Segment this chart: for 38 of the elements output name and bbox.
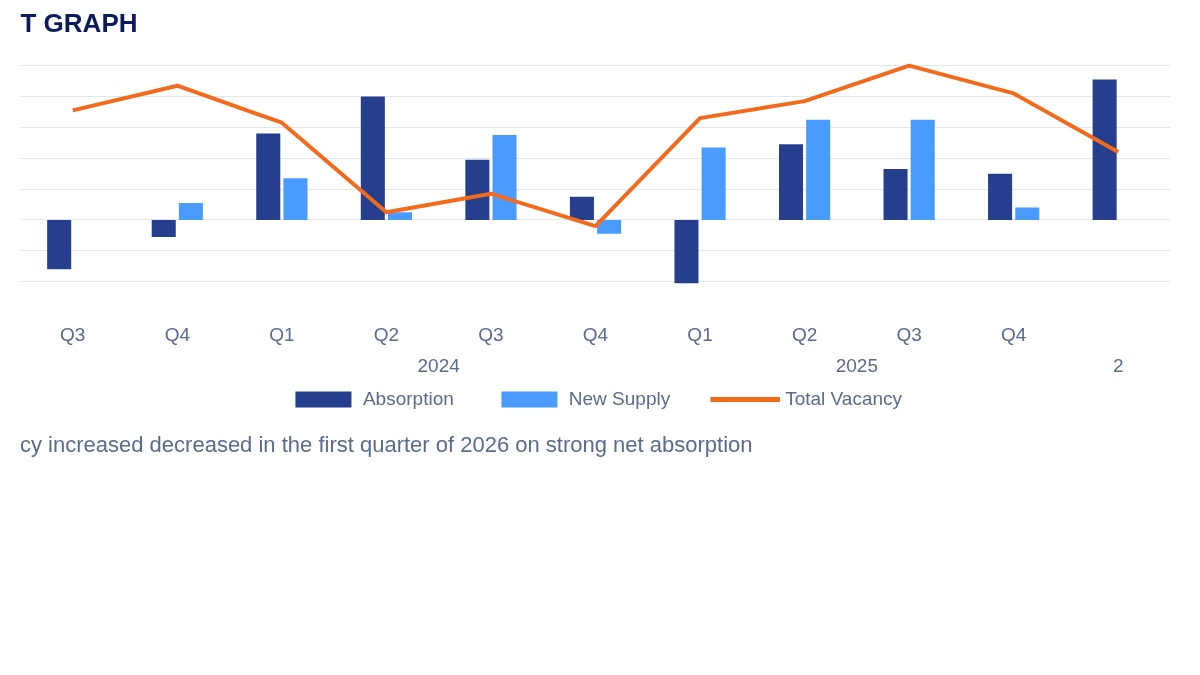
bar [283,178,308,220]
legend-label: New Supply [568,388,671,410]
bar [492,135,517,220]
bar [701,147,726,220]
text: 2025 [835,354,879,376]
bar [569,196,594,220]
chart-title: T GRAPH [20,7,138,38]
text: 2024 [417,354,461,376]
x-tick-label: Q4 [582,323,609,345]
bar [256,133,281,220]
x-tick-label: Q2 [791,323,818,345]
bar [883,169,908,220]
text: cy increased decreased in the first quarter of 2026 on strong net absorption [20,431,753,459]
bar [47,219,72,270]
text: 2 [1112,354,1124,376]
bar [910,119,935,220]
x-tick-label: Q3 [60,323,86,345]
x-tick-label: Q4 [164,323,191,345]
x-tick-label: Q2 [373,323,400,345]
x-tick-label: Q4 [1001,323,1027,345]
legend-label: Total Vacancy [785,388,903,410]
x-tick-label: Q3 [478,323,504,345]
legend-label: Absorption [362,388,454,410]
bar [778,144,804,220]
bar [178,202,203,220]
bar [1015,207,1040,220]
x-tick-label: Q1 [687,323,713,345]
bar [387,212,413,220]
bar [360,96,385,220]
x-tick-label: Q1 [269,323,295,345]
bar [151,219,176,237]
bar [988,173,1013,220]
bar [465,159,490,220]
x-tick-label: Q3 [896,323,922,345]
bar [1092,79,1117,220]
bar [597,219,622,234]
bar [806,119,831,220]
bar [674,219,699,284]
